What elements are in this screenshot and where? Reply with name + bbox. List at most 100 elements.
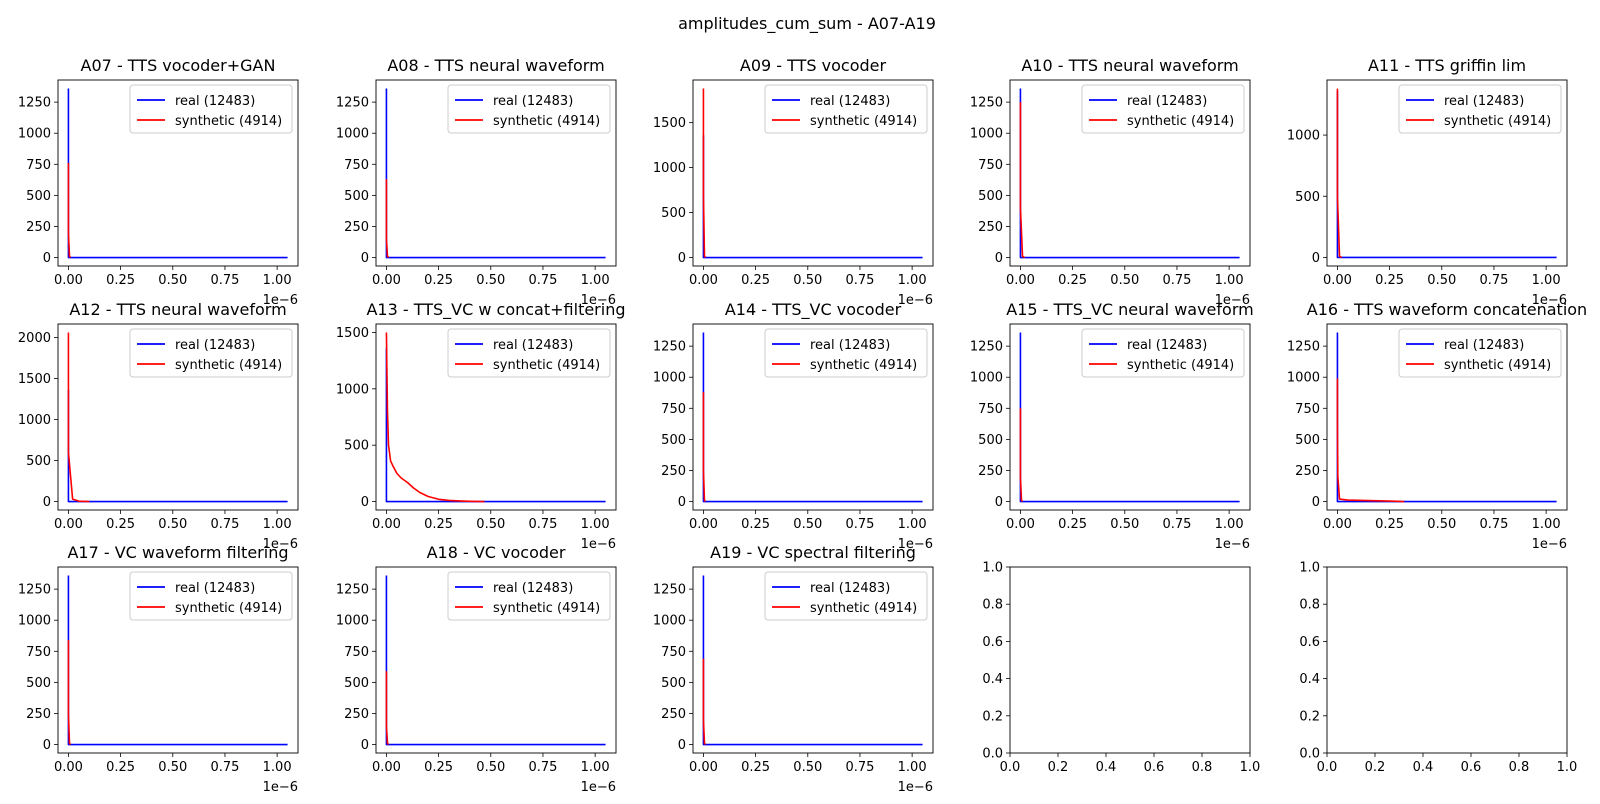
x-tick-label: 0.50 xyxy=(158,760,187,775)
x-offset-label: 1e−6 xyxy=(1215,293,1250,308)
y-tick-label: 1250 xyxy=(1287,340,1320,355)
x-tick-label: 0.00 xyxy=(372,517,401,532)
subplot-title: A16 - TTS waveform concatenation xyxy=(1307,300,1587,319)
x-tick-label: 0.25 xyxy=(424,760,453,775)
y-tick-label: 1250 xyxy=(653,340,686,355)
legend-entry: synthetic (4914) xyxy=(493,358,600,373)
y-tick-label: 750 xyxy=(661,645,686,660)
y-tick-label: 750 xyxy=(978,158,1003,173)
y-tick-label: 500 xyxy=(1295,433,1320,448)
legend-entry: real (12483) xyxy=(493,338,573,353)
axes-frame xyxy=(375,566,617,754)
y-tick-label: 0 xyxy=(678,495,686,510)
legend-entry: synthetic (4914) xyxy=(1127,358,1234,373)
legend-box xyxy=(129,328,293,378)
legend: real (12483) synthetic (4914) xyxy=(447,84,611,134)
plot-area xyxy=(67,332,288,503)
x-tick-label: 0.75 xyxy=(528,273,557,288)
axes-frame xyxy=(57,566,299,754)
axes-frame xyxy=(1326,566,1568,754)
legend-box xyxy=(1398,84,1562,134)
x-tick-label: 1.00 xyxy=(581,517,610,532)
y-tick-label: 500 xyxy=(661,676,686,691)
plot-area xyxy=(385,88,606,259)
legend-entry: synthetic (4914) xyxy=(1444,358,1551,373)
y-tick-label: 500 xyxy=(344,439,369,454)
y-tick-label: 0 xyxy=(43,495,51,510)
y-tick-label: 1000 xyxy=(970,127,1003,142)
legend: real (12483) synthetic (4914) xyxy=(1398,328,1562,378)
legend-entry: synthetic (4914) xyxy=(810,114,917,129)
subplot-5: A11 - TTS griffin lim 0.00 0.25 0.50 0.75 1.0… xyxy=(1287,56,1568,308)
x-tick-label: 0.75 xyxy=(528,760,557,775)
y-tick-label: 1000 xyxy=(653,614,686,629)
legend-box xyxy=(129,84,293,134)
axes-frame xyxy=(1009,566,1251,754)
legend: real (12483) synthetic (4914) xyxy=(129,571,293,621)
subplot-title: A08 - TTS neural waveform xyxy=(387,56,604,75)
synthetic-series-line xyxy=(1019,102,1026,259)
y-tick-label: 250 xyxy=(978,220,1003,235)
x-tick-label: 0.00 xyxy=(1323,517,1352,532)
axes-frame xyxy=(375,79,617,267)
legend: real (12483) synthetic (4914) xyxy=(447,328,611,378)
subplot-11: A17 - VC waveform filtering 0.00 0.25 0.50 0… xyxy=(18,543,299,795)
y-tick-label: 0.0 xyxy=(1299,747,1320,762)
x-tick-label: 1.00 xyxy=(898,517,927,532)
synthetic-series-line xyxy=(1336,378,1405,503)
synthetic-series-line xyxy=(67,163,72,259)
subplot-9: A15 - TTS_VC neural waveform 0.00 0.25 0.50… xyxy=(970,300,1254,552)
legend: real (12483) synthetic (4914) xyxy=(764,328,928,378)
y-tick-label: 1250 xyxy=(18,583,51,598)
axes-frame xyxy=(1326,323,1568,511)
legend-entry: synthetic (4914) xyxy=(175,114,282,129)
x-tick-label: 0.00 xyxy=(372,273,401,288)
y-tick-label: 0 xyxy=(43,738,51,753)
y-tick-label: 750 xyxy=(26,158,51,173)
x-tick-label: 0.8 xyxy=(1192,760,1213,775)
y-tick-label: 1500 xyxy=(653,116,686,131)
plot-area xyxy=(385,332,606,503)
y-tick-label: 0 xyxy=(361,251,369,266)
y-tick-label: 1250 xyxy=(18,96,51,111)
x-tick-label: 0.50 xyxy=(793,760,822,775)
y-tick-label: 1000 xyxy=(336,382,369,397)
legend-box xyxy=(447,84,611,134)
legend-entry: real (12483) xyxy=(175,338,255,353)
legend-entry: synthetic (4914) xyxy=(810,358,917,373)
legend-entry: real (12483) xyxy=(810,94,890,109)
y-tick-label: 1.0 xyxy=(982,561,1003,576)
plot-area xyxy=(1336,88,1557,259)
plot-area xyxy=(702,332,923,503)
y-tick-label: 750 xyxy=(344,158,369,173)
y-tick-label: 250 xyxy=(1295,464,1320,479)
subplot-title: A18 - VC vocoder xyxy=(427,543,566,562)
subplot-8: A14 - TTS_VC vocoder 0.00 0.25 0.50 0.75 1.00… xyxy=(653,300,934,552)
plot-area xyxy=(1019,332,1240,503)
legend: real (12483) synthetic (4914) xyxy=(1081,328,1245,378)
x-tick-label: 0.25 xyxy=(741,273,770,288)
x-tick-label: 0.2 xyxy=(1365,760,1386,775)
y-tick-label: 750 xyxy=(978,402,1003,417)
y-tick-label: 0.8 xyxy=(982,598,1003,613)
subplot-title: A14 - TTS_VC vocoder xyxy=(725,300,902,320)
y-tick-label: 0.4 xyxy=(982,672,1003,687)
legend-box xyxy=(1081,328,1245,378)
legend-box xyxy=(764,328,928,378)
synthetic-series-line xyxy=(67,332,90,503)
legend-entry: synthetic (4914) xyxy=(493,114,600,129)
legend-entry: synthetic (4914) xyxy=(810,601,917,616)
x-tick-label: 0.00 xyxy=(1006,273,1035,288)
legend-entry: synthetic (4914) xyxy=(175,601,282,616)
synthetic-series-line xyxy=(1019,408,1024,503)
x-tick-label: 1.00 xyxy=(1532,517,1561,532)
x-tick-label: 0.75 xyxy=(1479,273,1508,288)
y-tick-label: 250 xyxy=(661,707,686,722)
subplot-13: A19 - VC spectral filtering 0.00 0.25 0.50 0… xyxy=(653,543,934,795)
legend-box xyxy=(447,571,611,621)
legend-entry: synthetic (4914) xyxy=(1444,114,1551,129)
x-tick-label: 0.6 xyxy=(1144,760,1165,775)
x-offset-label: 1e−6 xyxy=(581,293,616,308)
legend-entry: real (12483) xyxy=(1444,338,1524,353)
